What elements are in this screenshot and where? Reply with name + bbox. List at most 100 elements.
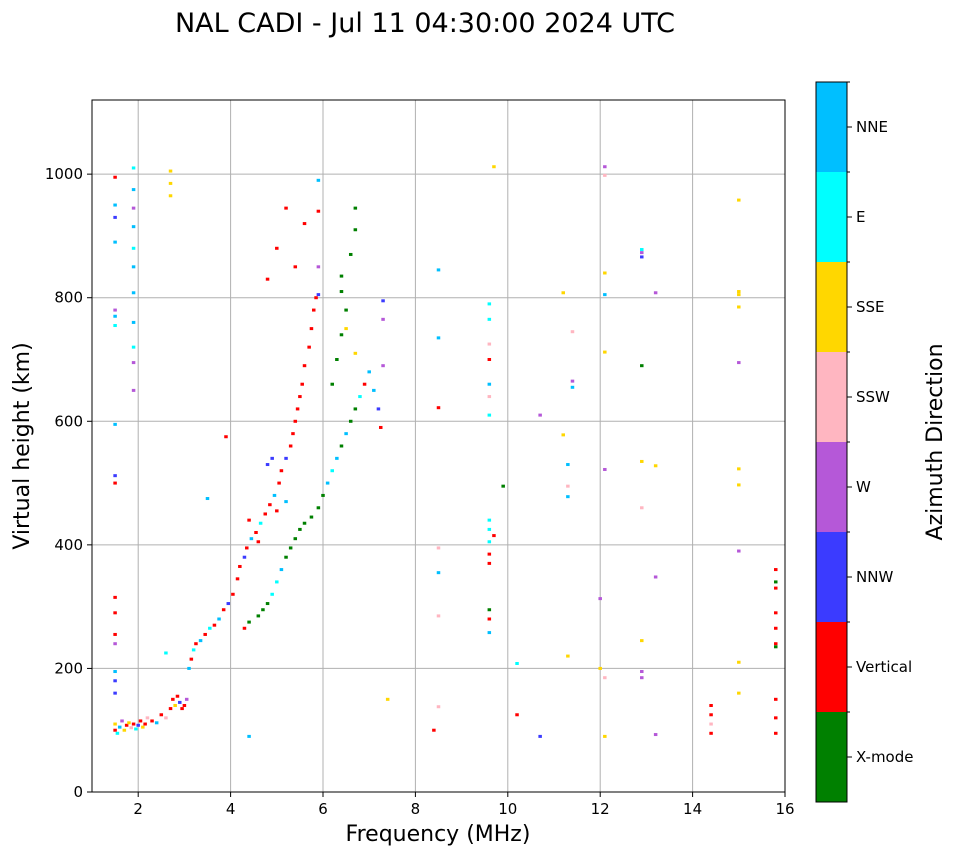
echo-point-x-mode — [265, 602, 270, 606]
echo-point-nne — [217, 617, 221, 621]
x-axis: 2 4 6 8 10 12 14 16 — [133, 792, 795, 818]
echo-point-sse — [598, 666, 602, 670]
echo-point-sse — [603, 350, 607, 354]
colorbar-segment-nnw — [816, 532, 847, 622]
echo-point-w — [653, 733, 658, 737]
echo-point-x-mode — [774, 645, 778, 649]
echo-point-x-mode — [335, 358, 339, 361]
echo-point-nne — [205, 497, 210, 501]
echo-point-nnw — [113, 215, 117, 219]
echo-point-vertical — [316, 209, 321, 213]
echo-point-w — [184, 697, 189, 701]
echo-point-sse — [141, 725, 145, 729]
x-axis-label: Frequency (MHz) — [346, 822, 531, 847]
echo-point-e — [487, 302, 492, 306]
echo-point-x-mode — [348, 252, 353, 256]
echo-point-vertical — [293, 265, 298, 269]
echo-point-sse — [603, 734, 607, 738]
echo-point-e — [270, 592, 274, 596]
echo-point-vertical — [221, 608, 226, 612]
echo-point-x-mode — [288, 546, 293, 550]
echo-point-x-mode — [316, 506, 321, 510]
echo-point-ssw — [603, 676, 607, 680]
echo-point-nnw — [113, 474, 117, 478]
echo-point-sse — [561, 291, 565, 295]
echo-point-nnw — [538, 734, 542, 738]
echo-point-sse — [168, 194, 173, 198]
echo-point-vertical — [113, 728, 117, 732]
x-tick-label: 8 — [411, 800, 421, 818]
echo-point-nnw — [270, 456, 274, 460]
echo-point-w — [131, 388, 136, 392]
echo-point-w — [598, 597, 602, 601]
colorbar-tick-label: Vertical — [856, 658, 912, 676]
echo-point-x-mode — [261, 608, 265, 612]
echo-point-vertical — [203, 632, 207, 636]
echo-point-sse — [737, 290, 741, 294]
y-tick-label: 400 — [54, 536, 83, 554]
echo-point-x-mode — [344, 308, 348, 312]
echo-point-nne — [198, 639, 203, 643]
echo-point-e — [487, 518, 492, 522]
echo-point-vertical — [245, 546, 249, 550]
y-tick-label: 600 — [54, 412, 83, 430]
echo-point-e — [208, 626, 212, 630]
echo-point-vertical — [180, 707, 184, 711]
echo-point-vertical — [189, 657, 194, 661]
echo-point-e — [115, 731, 120, 735]
echo-point-nnw — [284, 456, 288, 460]
points-layer — [113, 165, 778, 738]
echo-point-sse — [344, 327, 348, 331]
echo-point-vertical — [113, 632, 117, 636]
echo-point-vertical — [291, 432, 295, 436]
echo-point-x-mode — [256, 614, 261, 618]
echo-point-vertical — [487, 358, 492, 361]
echo-point-vertical — [487, 617, 492, 621]
echo-point-vertical — [709, 731, 713, 735]
echo-point-vertical — [436, 406, 441, 410]
echo-point-e — [330, 469, 334, 473]
echo-point-sse — [168, 181, 173, 185]
echo-point-w — [316, 265, 321, 269]
echo-point-vertical — [238, 564, 242, 568]
x-tick-label: 10 — [498, 800, 517, 818]
echo-point-x-mode — [284, 555, 288, 559]
echo-point-nnw — [242, 555, 247, 559]
echo-point-e — [134, 727, 138, 731]
echo-point-sse — [737, 305, 741, 309]
echo-point-sse — [653, 464, 658, 468]
echo-point-sse — [561, 433, 565, 437]
echo-point-e — [487, 317, 492, 321]
echo-point-vertical — [113, 611, 117, 615]
colorbar-tick-label: W — [856, 478, 871, 496]
echo-point-sse — [385, 697, 390, 701]
echo-point-vertical — [124, 723, 129, 727]
echo-point-sse — [122, 728, 127, 732]
echo-point-x-mode — [339, 274, 344, 278]
echo-point-x-mode — [247, 620, 251, 624]
echo-point-w — [653, 575, 658, 579]
echo-point-x-mode — [501, 484, 505, 488]
echo-point-vertical — [774, 642, 778, 646]
y-tick-label: 800 — [54, 289, 83, 307]
echo-point-w — [113, 308, 117, 312]
echo-point-nne — [566, 495, 570, 499]
echo-point-nne — [487, 382, 492, 386]
echo-point-nnw — [381, 299, 385, 303]
echo-point-ssw — [436, 546, 441, 550]
echo-point-vertical — [275, 509, 279, 513]
echo-point-sse — [737, 483, 741, 487]
echo-point-e — [487, 540, 492, 544]
echo-point-sse — [353, 351, 358, 355]
echo-point-nnw — [640, 255, 644, 259]
echo-point-vertical — [159, 713, 164, 717]
echo-point-ssw — [487, 342, 492, 346]
echo-point-sse — [173, 704, 177, 707]
echo-point-e — [113, 324, 117, 328]
echo-point-ssw — [487, 395, 492, 399]
echo-point-vertical — [774, 568, 778, 572]
y-axis: 0 200 400 600 800 1000 — [45, 165, 92, 801]
echo-point-vertical — [709, 704, 713, 707]
echo-point-e — [358, 395, 362, 399]
